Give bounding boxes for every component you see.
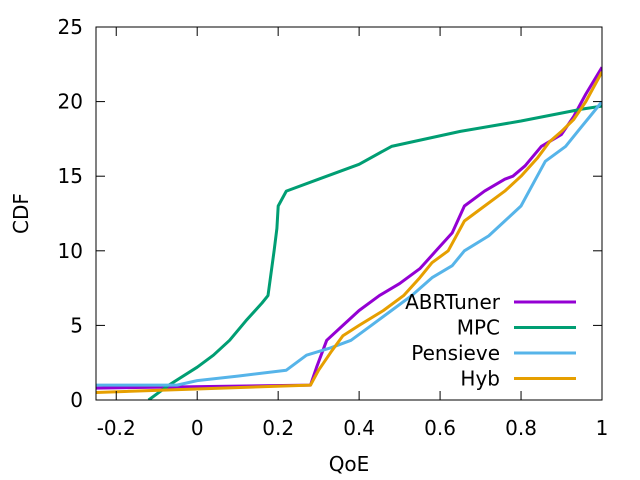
y-tick-label: 10 [58, 239, 83, 263]
y-axis-title: CDF [9, 193, 33, 234]
x-axis: -0.2 0 0.2 0.4 0.6 0.8 1 [97, 27, 609, 440]
x-tick-label: 0.8 [505, 416, 537, 440]
series-line-hyb [96, 71, 602, 394]
plot-frame [95, 26, 603, 401]
x-tick-label: 0 [191, 416, 204, 440]
x-axis-title: QoE [329, 452, 370, 476]
plot-lines [96, 66, 602, 400]
legend-label-mpc: MPC [457, 316, 500, 340]
legend-label-pensieve: Pensieve [411, 341, 500, 365]
legend-label-abrtuner: ABRTuner [405, 290, 501, 314]
y-tick-label: 0 [70, 388, 83, 412]
x-tick-label: 0.4 [343, 416, 375, 440]
series-line-mpc [147, 104, 602, 400]
y-tick-label: 15 [58, 164, 83, 188]
x-tick-label: -0.2 [97, 416, 136, 440]
x-tick-label: 1 [596, 416, 609, 440]
x-tick-label: 0.2 [262, 416, 294, 440]
y-axis: 0 5 10 15 20 25 [58, 15, 602, 412]
y-tick-label: 20 [58, 90, 83, 114]
series-line-pensieve [96, 100, 602, 387]
x-tick-label: 0.6 [424, 416, 456, 440]
y-tick-label: 5 [70, 313, 83, 337]
legend-label-hyb: Hyb [460, 367, 500, 391]
y-tick-label: 25 [58, 15, 83, 39]
